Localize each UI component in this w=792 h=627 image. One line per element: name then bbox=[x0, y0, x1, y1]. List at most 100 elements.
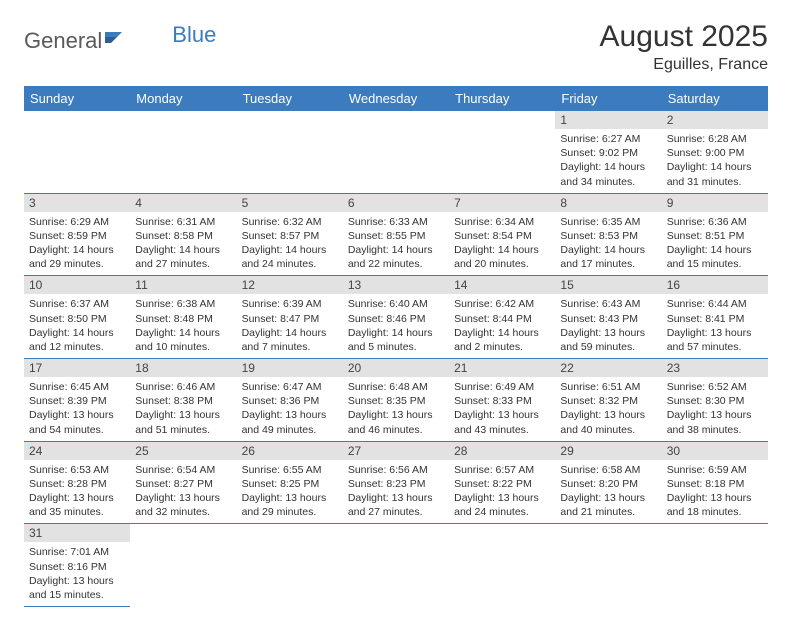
sunset-text: Sunset: 8:28 PM bbox=[29, 477, 125, 491]
day-number: 6 bbox=[343, 194, 449, 212]
daylight-text-2: and 29 minutes. bbox=[242, 505, 338, 519]
calendar-cell: 14Sunrise: 6:42 AMSunset: 8:44 PMDayligh… bbox=[449, 276, 555, 359]
sunset-text: Sunset: 8:32 PM bbox=[560, 394, 656, 408]
weekday-header: Monday bbox=[130, 86, 236, 111]
calendar-cell: 24Sunrise: 6:53 AMSunset: 8:28 PMDayligh… bbox=[24, 441, 130, 524]
day-number: 19 bbox=[237, 359, 343, 377]
sunset-text: Sunset: 8:38 PM bbox=[135, 394, 231, 408]
daylight-text-2: and 15 minutes. bbox=[667, 257, 763, 271]
sunrise-text: Sunrise: 6:40 AM bbox=[348, 297, 444, 311]
daylight-text-2: and 46 minutes. bbox=[348, 423, 444, 437]
sunrise-text: Sunrise: 6:27 AM bbox=[560, 132, 656, 146]
sunrise-text: Sunrise: 6:42 AM bbox=[454, 297, 550, 311]
day-number: 4 bbox=[130, 194, 236, 212]
day-number: 18 bbox=[130, 359, 236, 377]
daylight-text: Daylight: 13 hours bbox=[454, 408, 550, 422]
calendar-cell bbox=[130, 524, 236, 607]
daylight-text-2: and 12 minutes. bbox=[29, 340, 125, 354]
sunrise-text: Sunrise: 6:58 AM bbox=[560, 463, 656, 477]
sunset-text: Sunset: 8:55 PM bbox=[348, 229, 444, 243]
daylight-text: Daylight: 14 hours bbox=[560, 160, 656, 174]
calendar-cell bbox=[130, 111, 236, 193]
sunrise-text: Sunrise: 6:47 AM bbox=[242, 380, 338, 394]
calendar-cell: 17Sunrise: 6:45 AMSunset: 8:39 PMDayligh… bbox=[24, 359, 130, 442]
sunset-text: Sunset: 9:00 PM bbox=[667, 146, 763, 160]
day-number: 12 bbox=[237, 276, 343, 294]
calendar-cell: 12Sunrise: 6:39 AMSunset: 8:47 PMDayligh… bbox=[237, 276, 343, 359]
day-content: Sunrise: 6:38 AMSunset: 8:48 PMDaylight:… bbox=[130, 294, 236, 358]
sunrise-text: Sunrise: 6:34 AM bbox=[454, 215, 550, 229]
sunrise-text: Sunrise: 6:29 AM bbox=[29, 215, 125, 229]
daylight-text-2: and 59 minutes. bbox=[560, 340, 656, 354]
sunrise-text: Sunrise: 6:45 AM bbox=[29, 380, 125, 394]
day-content: Sunrise: 6:58 AMSunset: 8:20 PMDaylight:… bbox=[555, 460, 661, 524]
daylight-text: Daylight: 14 hours bbox=[348, 326, 444, 340]
daylight-text-2: and 35 minutes. bbox=[29, 505, 125, 519]
calendar-week-row: 31Sunrise: 7:01 AMSunset: 8:16 PMDayligh… bbox=[24, 524, 768, 607]
day-content: Sunrise: 6:27 AMSunset: 9:02 PMDaylight:… bbox=[555, 129, 661, 193]
calendar-cell: 31Sunrise: 7:01 AMSunset: 8:16 PMDayligh… bbox=[24, 524, 130, 607]
sunrise-text: Sunrise: 6:53 AM bbox=[29, 463, 125, 477]
day-number: 17 bbox=[24, 359, 130, 377]
daylight-text: Daylight: 14 hours bbox=[29, 243, 125, 257]
day-content: Sunrise: 6:28 AMSunset: 9:00 PMDaylight:… bbox=[662, 129, 768, 193]
calendar-cell: 4Sunrise: 6:31 AMSunset: 8:58 PMDaylight… bbox=[130, 193, 236, 276]
daylight-text: Daylight: 13 hours bbox=[135, 408, 231, 422]
day-content: Sunrise: 6:49 AMSunset: 8:33 PMDaylight:… bbox=[449, 377, 555, 441]
day-number: 15 bbox=[555, 276, 661, 294]
weekday-header: Saturday bbox=[662, 86, 768, 111]
daylight-text-2: and 2 minutes. bbox=[454, 340, 550, 354]
daylight-text-2: and 49 minutes. bbox=[242, 423, 338, 437]
day-number: 13 bbox=[343, 276, 449, 294]
sunset-text: Sunset: 8:20 PM bbox=[560, 477, 656, 491]
day-number: 16 bbox=[662, 276, 768, 294]
logo-text-blue: Blue bbox=[172, 22, 216, 48]
day-content: Sunrise: 6:54 AMSunset: 8:27 PMDaylight:… bbox=[130, 460, 236, 524]
daylight-text-2: and 29 minutes. bbox=[29, 257, 125, 271]
sunrise-text: Sunrise: 6:28 AM bbox=[667, 132, 763, 146]
calendar-cell: 19Sunrise: 6:47 AMSunset: 8:36 PMDayligh… bbox=[237, 359, 343, 442]
calendar-cell: 9Sunrise: 6:36 AMSunset: 8:51 PMDaylight… bbox=[662, 193, 768, 276]
day-number: 28 bbox=[449, 442, 555, 460]
sunset-text: Sunset: 8:47 PM bbox=[242, 312, 338, 326]
daylight-text-2: and 43 minutes. bbox=[454, 423, 550, 437]
day-number: 22 bbox=[555, 359, 661, 377]
calendar-cell bbox=[449, 524, 555, 607]
day-content: Sunrise: 6:42 AMSunset: 8:44 PMDaylight:… bbox=[449, 294, 555, 358]
day-content: Sunrise: 6:31 AMSunset: 8:58 PMDaylight:… bbox=[130, 212, 236, 276]
sunrise-text: Sunrise: 6:32 AM bbox=[242, 215, 338, 229]
logo-text-general: General bbox=[24, 28, 102, 54]
daylight-text: Daylight: 14 hours bbox=[135, 326, 231, 340]
sunset-text: Sunset: 8:33 PM bbox=[454, 394, 550, 408]
sunset-text: Sunset: 8:39 PM bbox=[29, 394, 125, 408]
day-number: 26 bbox=[237, 442, 343, 460]
daylight-text-2: and 40 minutes. bbox=[560, 423, 656, 437]
sunrise-text: Sunrise: 6:56 AM bbox=[348, 463, 444, 477]
page-title: August 2025 bbox=[600, 20, 768, 54]
daylight-text-2: and 5 minutes. bbox=[348, 340, 444, 354]
daylight-text: Daylight: 13 hours bbox=[242, 491, 338, 505]
calendar-cell bbox=[343, 524, 449, 607]
sunrise-text: Sunrise: 6:43 AM bbox=[560, 297, 656, 311]
calendar-cell bbox=[237, 111, 343, 193]
sunset-text: Sunset: 8:23 PM bbox=[348, 477, 444, 491]
daylight-text: Daylight: 13 hours bbox=[667, 491, 763, 505]
daylight-text: Daylight: 14 hours bbox=[242, 326, 338, 340]
logo: General Blue bbox=[24, 20, 216, 54]
sunset-text: Sunset: 8:25 PM bbox=[242, 477, 338, 491]
calendar-cell: 29Sunrise: 6:58 AMSunset: 8:20 PMDayligh… bbox=[555, 441, 661, 524]
daylight-text: Daylight: 14 hours bbox=[29, 326, 125, 340]
sunrise-text: Sunrise: 6:48 AM bbox=[348, 380, 444, 394]
sunrise-text: Sunrise: 6:37 AM bbox=[29, 297, 125, 311]
calendar-cell: 25Sunrise: 6:54 AMSunset: 8:27 PMDayligh… bbox=[130, 441, 236, 524]
daylight-text-2: and 31 minutes. bbox=[667, 175, 763, 189]
day-content: Sunrise: 6:48 AMSunset: 8:35 PMDaylight:… bbox=[343, 377, 449, 441]
daylight-text-2: and 54 minutes. bbox=[29, 423, 125, 437]
calendar-week-row: 10Sunrise: 6:37 AMSunset: 8:50 PMDayligh… bbox=[24, 276, 768, 359]
daylight-text-2: and 34 minutes. bbox=[560, 175, 656, 189]
sunset-text: Sunset: 8:43 PM bbox=[560, 312, 656, 326]
day-content: Sunrise: 6:53 AMSunset: 8:28 PMDaylight:… bbox=[24, 460, 130, 524]
sunset-text: Sunset: 8:35 PM bbox=[348, 394, 444, 408]
calendar-cell bbox=[449, 111, 555, 193]
calendar-week-row: 24Sunrise: 6:53 AMSunset: 8:28 PMDayligh… bbox=[24, 441, 768, 524]
